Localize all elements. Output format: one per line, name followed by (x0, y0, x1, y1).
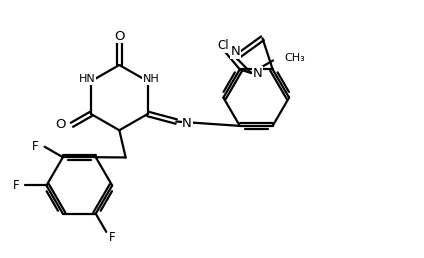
Text: F: F (13, 179, 20, 192)
Text: F: F (109, 231, 115, 244)
Text: NH: NH (143, 74, 159, 84)
Text: O: O (55, 118, 66, 131)
Text: F: F (32, 140, 39, 153)
Text: N: N (182, 117, 192, 130)
Text: N: N (253, 67, 263, 79)
Text: O: O (114, 30, 125, 43)
Text: N: N (231, 45, 241, 58)
Text: CH₃: CH₃ (285, 53, 306, 63)
Text: HN: HN (79, 74, 96, 84)
Text: Cl: Cl (217, 39, 229, 52)
